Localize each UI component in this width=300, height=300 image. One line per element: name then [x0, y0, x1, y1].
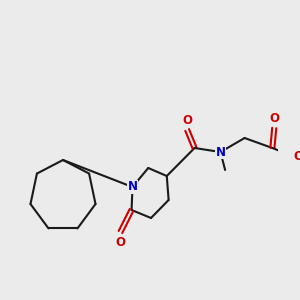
Text: O: O: [293, 149, 300, 163]
Text: O: O: [182, 115, 192, 128]
Text: O: O: [116, 236, 125, 248]
Text: N: N: [215, 146, 226, 158]
Text: N: N: [128, 181, 137, 194]
Text: O: O: [269, 112, 279, 125]
